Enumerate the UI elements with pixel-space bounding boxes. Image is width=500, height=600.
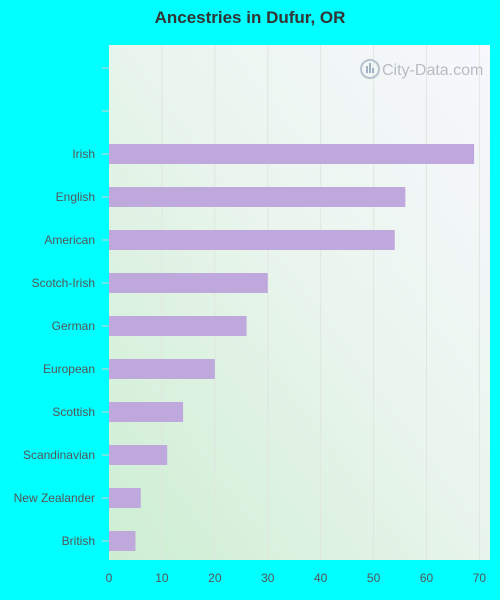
chart-title: Ancestries in Dufur, OR bbox=[154, 8, 346, 27]
gridlines bbox=[161, 45, 480, 560]
watermark-text: City-Data.com bbox=[382, 62, 483, 79]
y-axis: Irish English American Scotch-Irish German Eu… bbox=[14, 67, 109, 548]
bar bbox=[109, 230, 395, 250]
x-tick-label: 30 bbox=[261, 571, 275, 585]
x-tick-label: 70 bbox=[473, 571, 487, 585]
bars bbox=[109, 144, 475, 551]
x-tick-label: 40 bbox=[314, 571, 328, 585]
y-category-label: Scandinavian bbox=[23, 448, 95, 462]
bar bbox=[109, 402, 184, 422]
bar bbox=[109, 445, 168, 465]
x-axis: 0 10 20 30 40 50 60 70 bbox=[106, 571, 487, 585]
plot-area bbox=[109, 45, 490, 560]
watermark-logo-icon bbox=[360, 59, 380, 79]
bar bbox=[109, 531, 136, 551]
x-tick-label: 20 bbox=[208, 571, 222, 585]
bar bbox=[109, 187, 406, 207]
y-category-label: European bbox=[43, 362, 95, 376]
bar bbox=[109, 488, 141, 508]
x-tick-label: 10 bbox=[155, 571, 169, 585]
x-tick-label: 60 bbox=[420, 571, 434, 585]
y-category-label: Scottish bbox=[52, 405, 95, 419]
x-tick-label: 50 bbox=[367, 571, 381, 585]
y-category-label: English bbox=[56, 190, 95, 204]
bar bbox=[109, 316, 247, 336]
y-category-label: Irish bbox=[72, 147, 95, 161]
y-category-label: American bbox=[44, 233, 95, 247]
y-category-label: German bbox=[52, 319, 95, 333]
bar bbox=[109, 359, 215, 379]
bar bbox=[109, 144, 475, 164]
x-tick-label: 0 bbox=[106, 571, 113, 585]
y-category-label: Scotch-Irish bbox=[32, 276, 95, 290]
y-category-label: British bbox=[62, 534, 95, 548]
y-category-label: New Zealander bbox=[14, 491, 95, 505]
watermark: City-Data.com bbox=[360, 59, 483, 79]
bar bbox=[109, 273, 268, 293]
